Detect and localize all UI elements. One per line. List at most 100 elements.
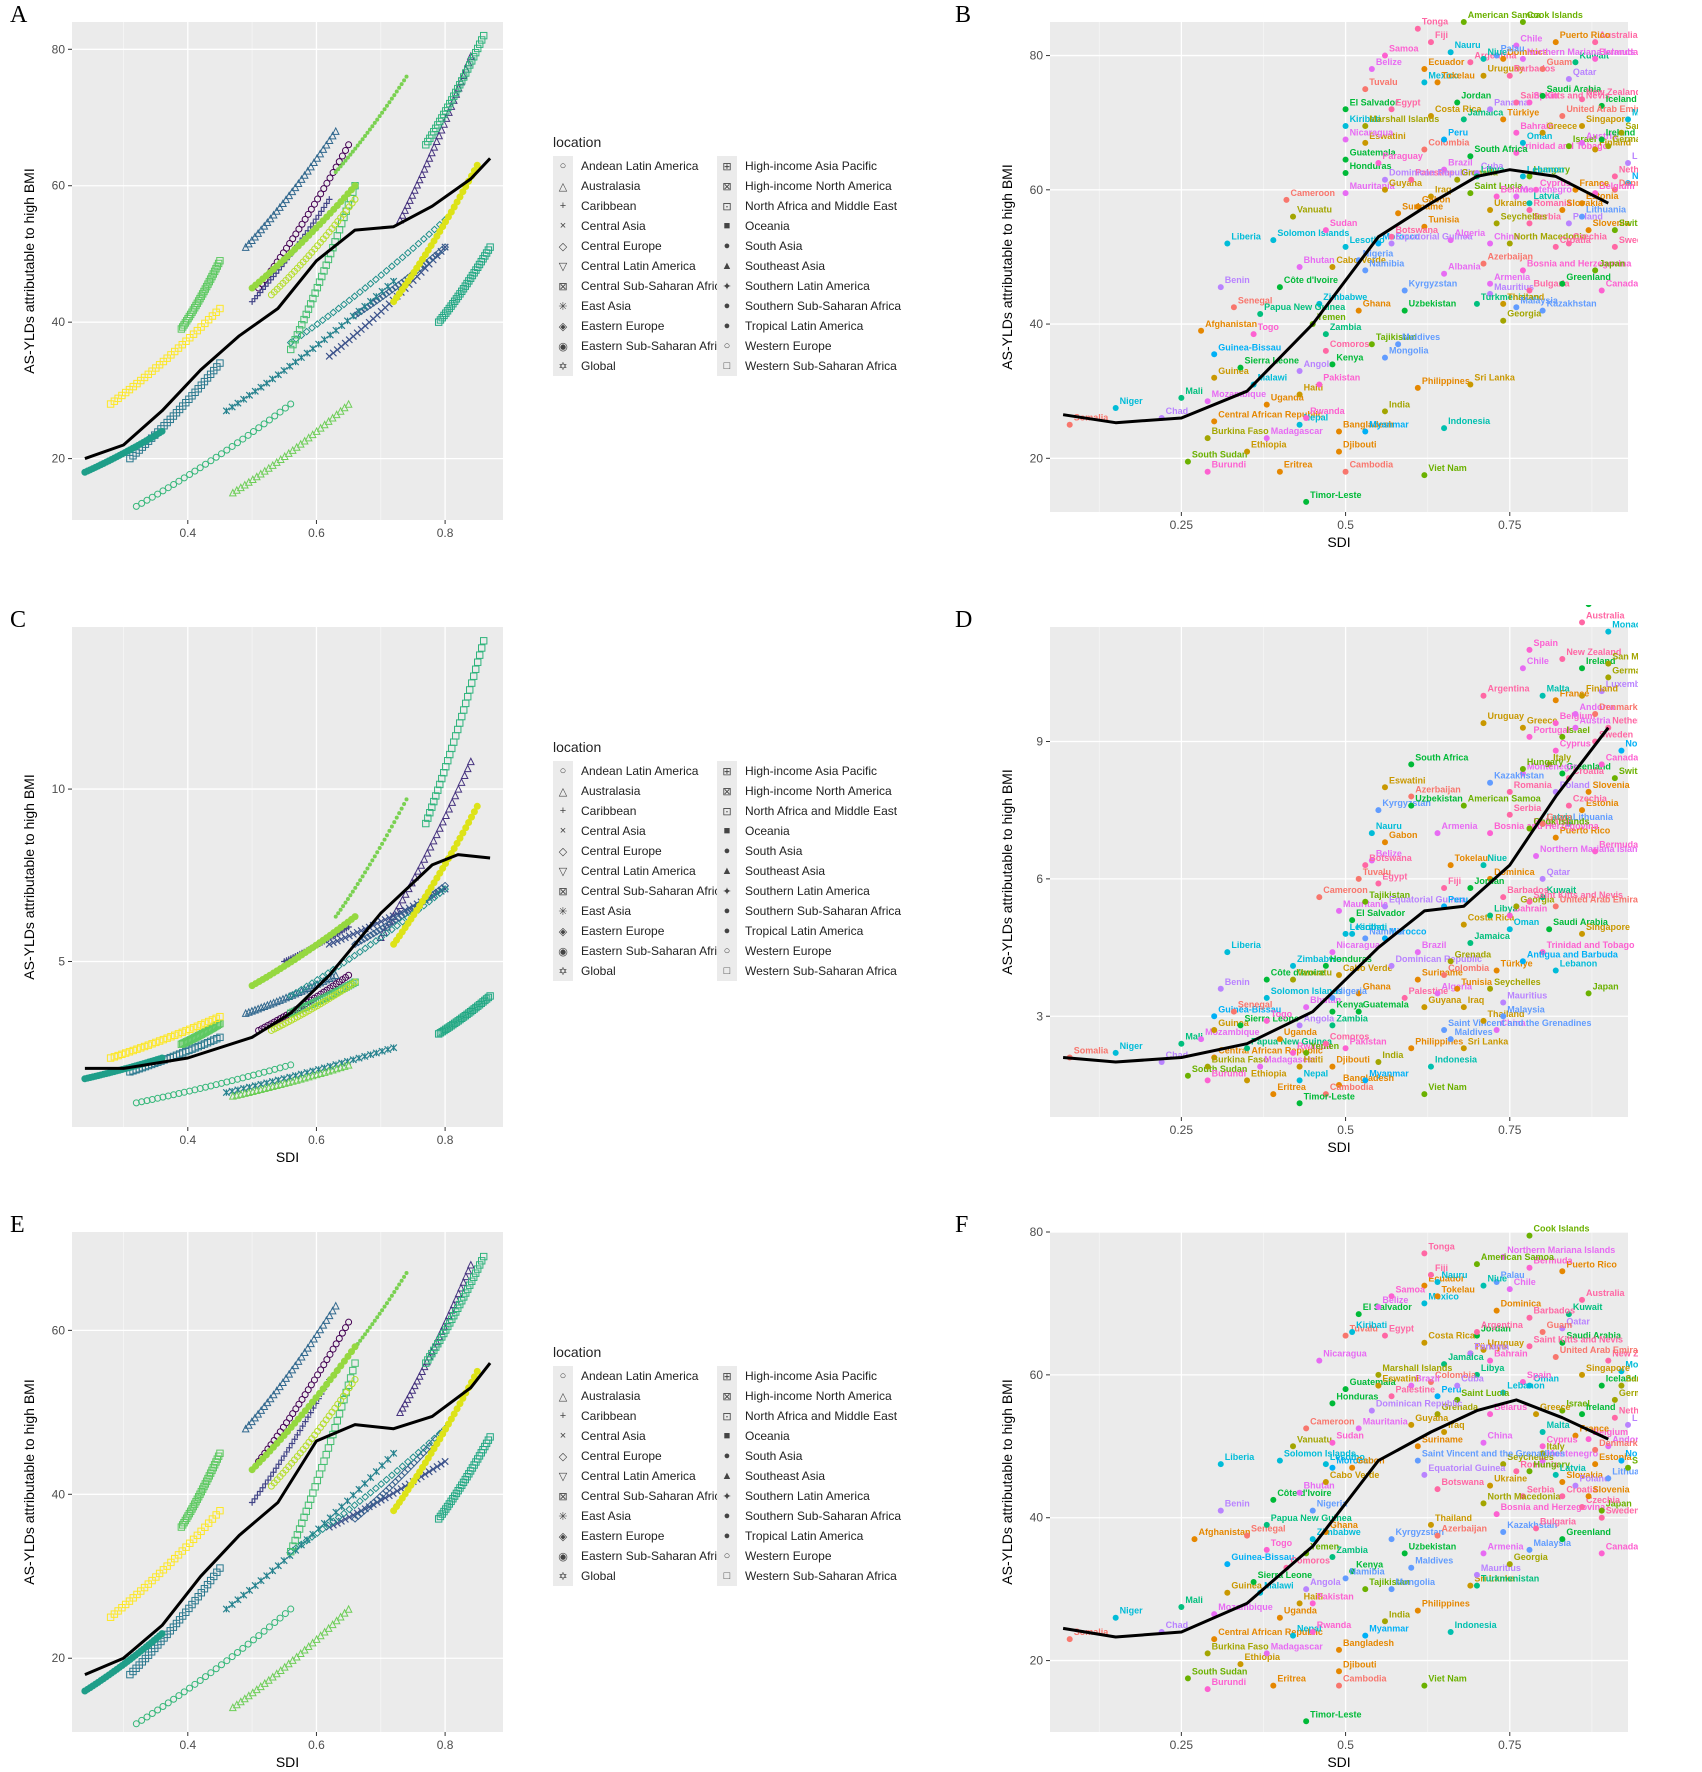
country-label: Rwanda [1297,1041,1333,1051]
country-label: Latvia [1560,1463,1587,1473]
legend-key-symbol: △ [553,176,573,196]
country-point [1506,72,1513,79]
series-point [196,294,204,303]
country-point [1355,1008,1362,1015]
country-label: Bosnia and Herzegovina [1501,1502,1607,1512]
country-point [1414,1443,1421,1450]
country-label: Papua New Guinea [1251,1036,1333,1046]
series-point [268,375,277,383]
country-point [1579,123,1586,130]
country-label: Seychelles [1507,1452,1554,1462]
series-point [460,73,468,81]
series-point [201,1480,210,1488]
country-point [1434,1293,1441,1300]
country-label: Djibouti [1336,1055,1370,1065]
legend-label: Central Asia [581,1429,646,1443]
series-point [312,1394,320,1402]
legend-label: Eastern Sub-Saharan Africa [581,339,730,353]
country-point [1526,200,1533,207]
country-point [1434,990,1441,997]
series-south-asia [132,1605,295,1728]
country-label: Timor-Leste [1310,490,1361,500]
series-point [331,1301,340,1310]
series-point [309,1334,319,1343]
country-label: Switzerland [1619,218,1638,228]
series-point [180,321,188,329]
series-point [320,1361,328,1369]
series-point [303,1343,312,1352]
series-point [240,1591,248,1599]
series-point [294,988,303,997]
country-label: Northern Mariana Islands [1527,47,1635,57]
series-point [452,1308,460,1316]
series-point [361,944,370,953]
series-point [297,985,306,994]
country-label: Argentina [1481,1320,1524,1330]
series-point [331,126,340,135]
series-point [319,1320,328,1329]
series-point [291,358,300,366]
country-label: Indonesia [1455,1620,1498,1630]
legend-item: ▽ Central Latin America [553,256,696,276]
legend-item: ○ Western Europe [717,336,832,356]
series-point [486,243,494,251]
country-point [1559,1493,1566,1500]
legend-key-symbol: ✳ [553,901,573,921]
country-label: Benin [1225,275,1250,285]
country-point [1362,86,1369,93]
country-point [1368,830,1375,837]
series-point [212,1511,220,1519]
country-point [1579,200,1586,207]
series-point [470,1273,478,1281]
country-point [1579,96,1586,103]
series-point [384,1301,389,1306]
country-label: Côte d'Ivoire [1277,1488,1331,1498]
country-label: Albania [1448,262,1482,272]
country-point [1618,1457,1625,1464]
country-label: Montenegro [1547,1449,1599,1459]
country-label: Cambodia [1350,460,1395,470]
country-point [1303,498,1310,505]
country-label: Vanuatu [1297,205,1332,215]
y-tick-label: 40 [52,1487,66,1501]
y-axis-label: AS-YLDs attributable to high BMI [21,168,37,373]
country-label: Austria [1586,131,1618,141]
country-point [1480,720,1487,727]
series-point [350,292,359,301]
country-label: Hungary [1533,1459,1570,1469]
country-point [1559,280,1566,287]
country-point [1427,39,1434,46]
series-point [328,1306,337,1315]
country-label: Eritrea [1277,1674,1307,1684]
country-label: Vanuatu [1297,968,1332,978]
x-tick-label: 0.25 [1170,1123,1194,1137]
series-point [228,1653,236,1661]
legend-item: ▲ Southeast Asia [717,256,825,276]
country-point [1598,761,1605,768]
series-point [425,153,434,162]
series-point [212,1014,220,1022]
country-point [1290,213,1297,220]
country-label: Papua New Guinea [1264,302,1346,312]
series-point [397,1282,402,1287]
country-label: Rwanda [1317,1620,1353,1630]
series-point [344,1352,352,1360]
series-point [389,824,394,829]
country-point [1290,1632,1297,1639]
legend-key-symbol: ● [717,236,737,256]
country-point [1533,1525,1540,1532]
series-point [254,1004,263,1013]
series-point [459,1277,468,1286]
series-point [326,174,334,182]
series-point [297,1352,306,1361]
series-point [473,161,481,169]
country-label: Eswatini [1389,775,1426,785]
x-axis-label: SDI [1327,534,1350,550]
country-point [1381,408,1388,415]
legend-label: Central Europe [581,1449,662,1463]
country-label: Barbados [1533,1306,1575,1316]
country-point [1381,1618,1388,1625]
country-label: Türkiye [1474,1341,1506,1351]
country-point [1263,1546,1270,1553]
